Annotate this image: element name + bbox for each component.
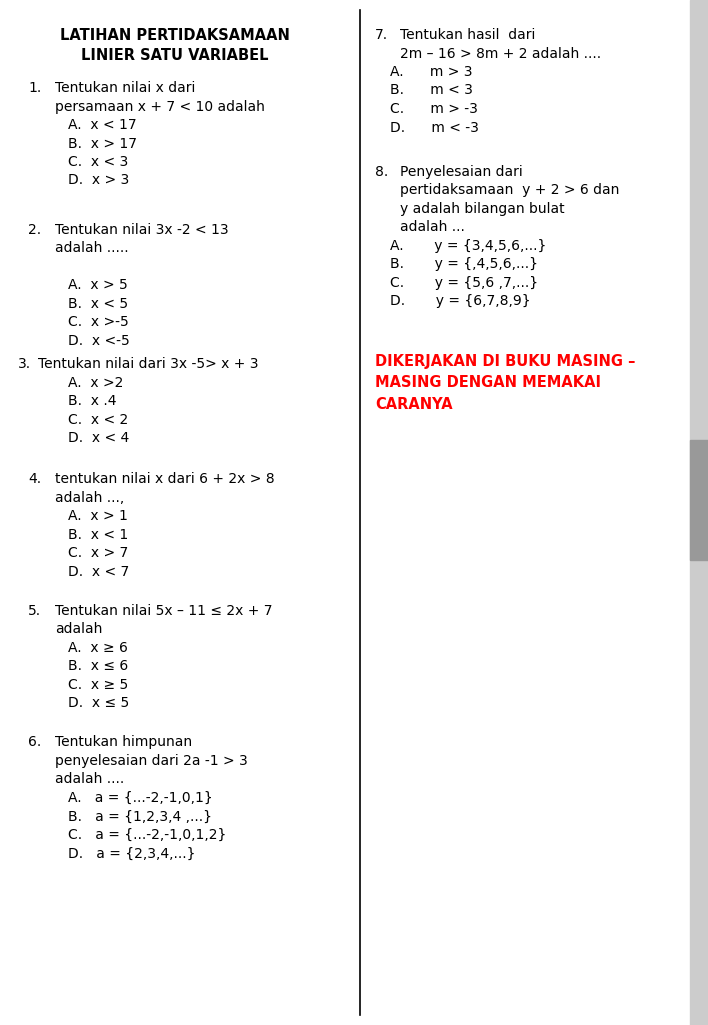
Text: C.  x ≥ 5: C. x ≥ 5 bbox=[68, 678, 128, 692]
Text: A.      m > 3: A. m > 3 bbox=[390, 65, 472, 79]
Text: pertidaksamaan  y + 2 > 6 dan: pertidaksamaan y + 2 > 6 dan bbox=[400, 183, 620, 197]
Text: A.  x > 1: A. x > 1 bbox=[68, 509, 128, 524]
Text: A.   a = {...-2,-1,0,1}: A. a = {...-2,-1,0,1} bbox=[68, 791, 212, 805]
Text: D.  x > 3: D. x > 3 bbox=[68, 173, 130, 188]
Bar bbox=[690, 440, 708, 560]
Text: B.  x < 1: B. x < 1 bbox=[68, 528, 128, 542]
Text: C.  x >-5: C. x >-5 bbox=[68, 316, 129, 329]
Text: C.      m > -3: C. m > -3 bbox=[390, 102, 478, 116]
Text: D.   a = {2,3,4,...}: D. a = {2,3,4,...} bbox=[68, 847, 195, 860]
Text: D.  x <-5: D. x <-5 bbox=[68, 334, 130, 347]
Text: tentukan nilai x dari 6 + 2x > 8: tentukan nilai x dari 6 + 2x > 8 bbox=[55, 473, 275, 487]
Text: D.  x < 4: D. x < 4 bbox=[68, 432, 130, 446]
Text: D.      m < -3: D. m < -3 bbox=[390, 121, 479, 134]
Text: 2.: 2. bbox=[28, 222, 41, 237]
Text: C.   a = {...-2,-1,0,1,2}: C. a = {...-2,-1,0,1,2} bbox=[68, 828, 227, 842]
Text: C.  x < 2: C. x < 2 bbox=[68, 413, 128, 426]
Text: A.       y = {3,4,5,6,...}: A. y = {3,4,5,6,...} bbox=[390, 239, 547, 252]
Text: 4.: 4. bbox=[28, 473, 41, 487]
Bar bbox=[690, 0, 708, 1025]
Text: Tentukan nilai 3x -2 < 13: Tentukan nilai 3x -2 < 13 bbox=[55, 222, 229, 237]
Text: B.  x > 17: B. x > 17 bbox=[68, 136, 137, 151]
Text: A.  x > 5: A. x > 5 bbox=[68, 278, 127, 292]
Text: penyelesaian dari 2a -1 > 3: penyelesaian dari 2a -1 > 3 bbox=[55, 754, 248, 768]
Text: C.  x < 3: C. x < 3 bbox=[68, 155, 128, 169]
Text: B.       y = {,4,5,6,...}: B. y = {,4,5,6,...} bbox=[390, 257, 538, 272]
Text: A.  x ≥ 6: A. x ≥ 6 bbox=[68, 641, 128, 655]
Text: 6.: 6. bbox=[28, 735, 41, 749]
Text: y adalah bilangan bulat: y adalah bilangan bulat bbox=[400, 202, 564, 215]
Text: A.  x >2: A. x >2 bbox=[68, 376, 123, 390]
Text: 5.: 5. bbox=[28, 604, 41, 618]
Text: C.       y = {5,6 ,7,...}: C. y = {5,6 ,7,...} bbox=[390, 276, 538, 290]
Text: DIKERJAKAN DI BUKU MASING –: DIKERJAKAN DI BUKU MASING – bbox=[375, 354, 635, 369]
Text: adalah: adalah bbox=[55, 622, 103, 637]
Text: MASING DENGAN MEMAKAI: MASING DENGAN MEMAKAI bbox=[375, 375, 601, 391]
Text: Tentukan hasil  dari: Tentukan hasil dari bbox=[400, 28, 535, 42]
Text: D.  x ≤ 5: D. x ≤ 5 bbox=[68, 696, 130, 710]
Text: B.   a = {1,2,3,4 ,...}: B. a = {1,2,3,4 ,...} bbox=[68, 810, 212, 823]
Text: A.  x < 17: A. x < 17 bbox=[68, 118, 137, 132]
Text: 1.: 1. bbox=[28, 81, 41, 95]
Text: CARANYA: CARANYA bbox=[375, 397, 452, 412]
Text: B.      m < 3: B. m < 3 bbox=[390, 83, 473, 97]
Text: D.       y = {6,7,8,9}: D. y = {6,7,8,9} bbox=[390, 294, 530, 309]
Text: B.  x < 5: B. x < 5 bbox=[68, 297, 128, 311]
Text: Tentukan nilai 5x – 11 ≤ 2x + 7: Tentukan nilai 5x – 11 ≤ 2x + 7 bbox=[55, 604, 273, 618]
Text: adalah .....: adalah ..... bbox=[55, 241, 129, 255]
Text: 8.: 8. bbox=[375, 165, 388, 178]
Text: Tentukan himpunan: Tentukan himpunan bbox=[55, 735, 192, 749]
Text: Tentukan nilai dari 3x -5> x + 3: Tentukan nilai dari 3x -5> x + 3 bbox=[38, 358, 258, 371]
Text: B.  x .4: B. x .4 bbox=[68, 395, 117, 408]
Text: Tentukan nilai x dari: Tentukan nilai x dari bbox=[55, 81, 195, 95]
Text: Penyelesaian dari: Penyelesaian dari bbox=[400, 165, 523, 178]
Text: 2m – 16 > 8m + 2 adalah ....: 2m – 16 > 8m + 2 adalah .... bbox=[400, 46, 601, 60]
Text: adalah ...: adalah ... bbox=[400, 220, 465, 234]
Text: adalah ....: adalah .... bbox=[55, 773, 124, 786]
Text: 7.: 7. bbox=[375, 28, 388, 42]
Text: B.  x ≤ 6: B. x ≤ 6 bbox=[68, 659, 128, 673]
Text: LATIHAN PERTIDAKSAMAAN: LATIHAN PERTIDAKSAMAAN bbox=[60, 28, 290, 43]
Text: D.  x < 7: D. x < 7 bbox=[68, 565, 130, 579]
Text: adalah ...,: adalah ..., bbox=[55, 491, 124, 505]
Text: LINIER SATU VARIABEL: LINIER SATU VARIABEL bbox=[81, 48, 269, 64]
Text: C.  x > 7: C. x > 7 bbox=[68, 546, 128, 561]
Text: 3.: 3. bbox=[18, 358, 31, 371]
Text: persamaan x + 7 < 10 adalah: persamaan x + 7 < 10 adalah bbox=[55, 99, 265, 114]
